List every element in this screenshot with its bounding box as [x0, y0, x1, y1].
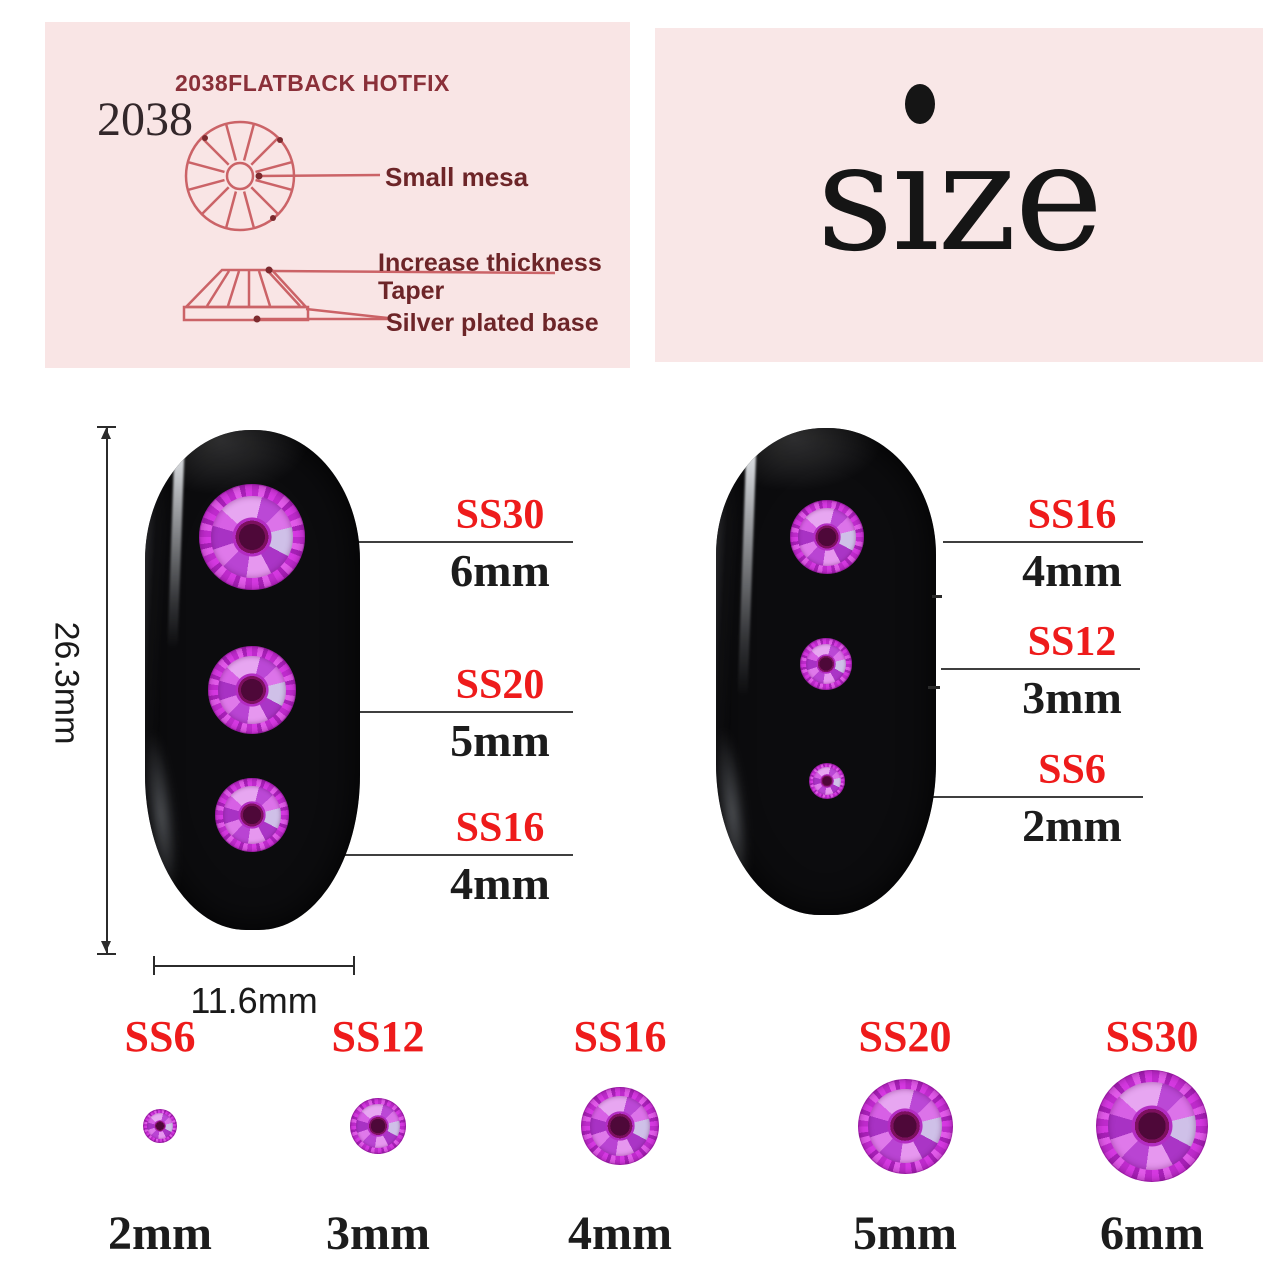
gem-top-view-center [225, 161, 255, 191]
ss-code-label: SS20 [455, 662, 545, 708]
nail-left [145, 430, 360, 930]
spec-panel: 2038FLATBACK HOTFIX 2038 Small mesa Incr… [45, 22, 630, 368]
height-dimension-cap-bottom [97, 953, 116, 955]
width-dimension-line [154, 965, 354, 967]
arrow-down-icon [101, 941, 111, 952]
gem-ss16 [790, 500, 864, 574]
gem-wrap [350, 1064, 406, 1188]
gem-ss12 [350, 1098, 406, 1154]
gem-ss20 [857, 1078, 953, 1174]
size-panel: sıze [655, 28, 1263, 362]
size-title-dot-accent [905, 84, 935, 124]
nail-edge-tick [932, 595, 942, 598]
ss-code-label: SS16 [573, 1012, 667, 1061]
rhinestone-diagram [182, 120, 556, 323]
ss-code-label: SS16 [1027, 492, 1117, 538]
mm-size-label: 5mm [853, 1207, 957, 1260]
callout-line-ss30 [342, 541, 573, 543]
ss-code-label: SS30 [1105, 1012, 1199, 1061]
arrow-up-icon [101, 428, 111, 439]
gem-wrap [581, 1064, 659, 1188]
nail-width-value: 11.6mm [190, 980, 318, 1021]
gem-ss6 [809, 763, 845, 799]
diagram-dots [202, 135, 283, 323]
size-title: sıze [816, 111, 1104, 285]
size-chart-column: SS30 6mm [1042, 1010, 1262, 1258]
mm-size-label: 4mm [1022, 545, 1122, 596]
height-dimension-line [106, 427, 108, 955]
mm-size-label: 4mm [568, 1207, 672, 1260]
gem-wrap [143, 1064, 177, 1188]
gem-ss30 [1096, 1070, 1208, 1182]
gem-ss16 [215, 778, 289, 852]
mm-size-label: 6mm [450, 545, 550, 596]
size-chart-column: SS12 3mm [268, 1010, 488, 1258]
size-chart-column: SS6 2mm [50, 1010, 270, 1258]
label-increase-thickness: Increase thickness [378, 249, 602, 277]
ss-code-label: SS12 [1027, 619, 1117, 665]
mesa-callout-line [258, 173, 381, 178]
ss-code-label: SS20 [858, 1012, 952, 1061]
thickness-callout-line [271, 269, 556, 275]
nail-edge-tick [928, 686, 940, 689]
nail-right [716, 428, 936, 915]
gem-wrap [1096, 1064, 1208, 1188]
gem-ss12 [800, 638, 852, 690]
callout-line-ss20 [337, 711, 573, 713]
label-small-mesa: Small mesa [385, 162, 529, 192]
ss-code-label: SS6 [124, 1012, 196, 1061]
width-dimension-tick-left [153, 956, 155, 975]
callout-line-ss16-left [345, 854, 573, 856]
gem-ss30 [199, 484, 305, 590]
gem-ss16 [581, 1087, 659, 1165]
ss-code-label: SS12 [331, 1012, 425, 1061]
nail-height-value: 26.3mm [47, 621, 86, 745]
ss-code-label: SS6 [1038, 747, 1106, 793]
mm-size-label: 5mm [450, 715, 550, 766]
mm-size-label: 3mm [326, 1207, 430, 1260]
size-chart-column: SS20 5mm [795, 1010, 1015, 1258]
label-taper: Taper [378, 277, 445, 305]
mm-size-label: 2mm [108, 1207, 212, 1260]
callout-line-ss12 [941, 668, 1140, 670]
ss-code-label: SS16 [455, 805, 545, 851]
mm-size-label: 4mm [450, 858, 550, 909]
gem-wrap [857, 1064, 953, 1188]
mm-size-label: 6mm [1100, 1207, 1204, 1260]
spec-panel-title: 2038FLATBACK HOTFIX [175, 70, 450, 96]
gem-side-view-outline [183, 268, 309, 309]
ss-code-label: SS30 [455, 492, 545, 538]
mm-size-label: 2mm [1022, 800, 1122, 851]
callout-line-ss6 [913, 796, 1143, 798]
gem-ss6 [143, 1109, 177, 1143]
callout-line-ss16-right [943, 541, 1143, 543]
size-chart-column: SS16 4mm [510, 1010, 730, 1258]
gem-ss20 [208, 646, 296, 734]
label-silver-plated-base: Silver plated base [386, 309, 599, 337]
mm-size-label: 3mm [1022, 672, 1122, 723]
width-dimension-tick-right [353, 956, 355, 975]
height-dimension-cap-top [97, 426, 116, 428]
model-number: 2038 [97, 93, 193, 146]
